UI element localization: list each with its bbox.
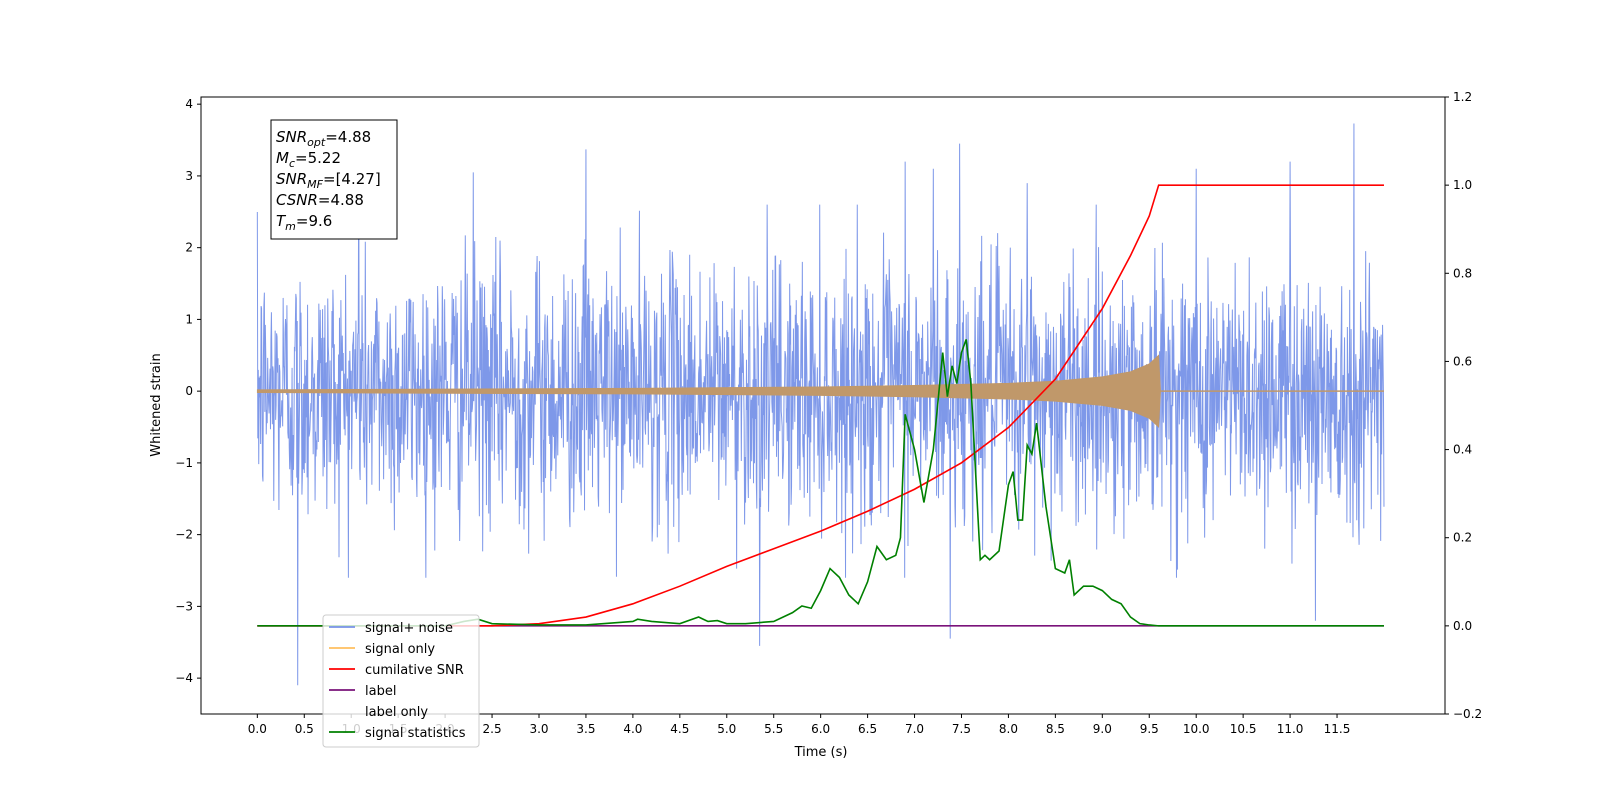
x-tick-label: 10.0	[1183, 722, 1210, 736]
legend-entry: signal statistics	[365, 726, 466, 741]
left-y-tick-label: 3	[185, 169, 193, 183]
right-y-axis-ticks: −0.2 0.0 0.2 0.4 0.6 0.8 1.0 1.2	[1445, 90, 1482, 721]
right-y-tick-label: 0.2	[1453, 531, 1472, 545]
left-y-tick-label: 0	[185, 384, 193, 398]
right-y-tick-label: −0.2	[1453, 707, 1482, 721]
right-y-tick-label: 1.2	[1453, 90, 1472, 104]
legend-entry: label only	[365, 705, 428, 720]
x-tick-label: 11.0	[1277, 722, 1304, 736]
y-axis-label: Whitened strain	[149, 353, 164, 456]
legend-entry: label	[365, 684, 396, 699]
annotation-line: CSNR=4.88	[276, 191, 364, 209]
left-y-tick-label: −4	[175, 671, 193, 685]
x-tick-label: 8.0	[999, 722, 1018, 736]
axes-frame	[200, 96, 1446, 715]
legend-entry: cumilative SNR	[365, 663, 464, 678]
signal-only-series	[256, 354, 1384, 428]
x-tick-label: 7.0	[905, 722, 924, 736]
annotation-line: SNRMF=[4.27]	[276, 170, 381, 191]
left-y-tick-label: −2	[175, 528, 193, 542]
x-axis-label: Time (s)	[794, 745, 848, 760]
signal-statistics-line	[257, 339, 1384, 627]
x-tick-label: 3.5	[576, 722, 595, 736]
x-tick-label: 6.5	[858, 722, 877, 736]
x-tick-label: 5.0	[717, 722, 736, 736]
right-y-tick-label: 1.0	[1453, 178, 1472, 192]
left-y-axis-ticks: −4 −3 −2 −1 0 1 2 3 4	[175, 97, 201, 685]
annotation-line: Tm=9.6	[276, 212, 332, 233]
x-tick-label: 2.5	[483, 722, 502, 736]
legend-entry: signal+ noise	[365, 621, 453, 636]
x-tick-label: 6.0	[811, 722, 830, 736]
left-y-tick-label: −1	[175, 456, 193, 470]
right-y-tick-label: 0.0	[1453, 619, 1472, 633]
x-tick-label: 10.5	[1230, 722, 1257, 736]
x-tick-label: 3.0	[529, 722, 548, 736]
x-tick-label: 4.5	[670, 722, 689, 736]
left-y-tick-label: 2	[185, 241, 193, 255]
x-tick-label: 9.5	[1140, 722, 1159, 736]
annotation-line: SNRopt=4.88	[276, 128, 371, 149]
left-y-tick-label: 1	[185, 312, 193, 326]
legend: signal+ noise signal only cumilative SNR la…	[322, 614, 480, 748]
legend-entry: signal only	[365, 642, 435, 657]
x-tick-label: 5.5	[764, 722, 783, 736]
annotation-box-frame	[270, 119, 398, 240]
right-y-tick-label: 0.8	[1453, 266, 1472, 280]
legend-frame	[322, 614, 480, 748]
x-tick-label: 7.5	[952, 722, 971, 736]
right-y-tick-label: 0.6	[1453, 354, 1472, 368]
left-y-tick-label: −3	[175, 599, 193, 613]
x-tick-label: 4.0	[623, 722, 642, 736]
signal-only-envelope	[256, 354, 1161, 428]
cumilative-snr-line	[257, 184, 1384, 627]
signal-plus-noise-series	[256, 123, 1385, 686]
x-tick-label: 11.5	[1324, 722, 1351, 736]
signal-plus-noise-line	[256, 123, 1385, 686]
annotation-line: Mc=5.22	[276, 149, 341, 170]
right-y-tick-label: 0.4	[1453, 443, 1472, 457]
x-tick-label: 8.5	[1046, 722, 1065, 736]
left-y-tick-label: 4	[185, 97, 193, 111]
x-tick-label: 0.5	[295, 722, 314, 736]
x-tick-label: 0.0	[248, 722, 267, 736]
x-tick-label: 9.0	[1093, 722, 1112, 736]
